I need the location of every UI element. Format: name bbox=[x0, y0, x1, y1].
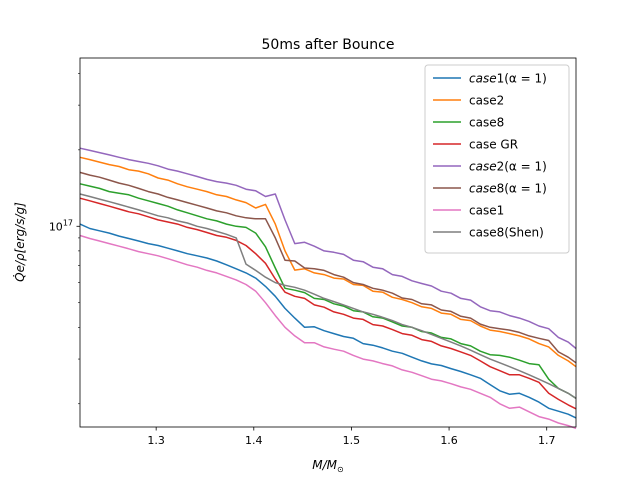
x-axis-label-sub: ⊙ bbox=[337, 465, 344, 474]
y-axis-label: Q̇e/ρ[erg/s/g] bbox=[13, 202, 27, 282]
x-tick-label: 1.6 bbox=[440, 434, 458, 447]
x-axis-label-main: M/M bbox=[312, 458, 337, 472]
series-line-8 bbox=[79, 193, 577, 400]
chart-title: 50ms after Bounce bbox=[262, 37, 395, 53]
series-line-7 bbox=[79, 234, 577, 430]
x-tick-label: 1.3 bbox=[147, 434, 165, 447]
series-line-5 bbox=[79, 147, 577, 350]
legend-box bbox=[424, 64, 570, 254]
legend-label-2: case2 bbox=[469, 94, 504, 108]
x-tick-label: 1.5 bbox=[343, 434, 361, 447]
series-line-1 bbox=[79, 223, 577, 419]
series-line-4 bbox=[79, 197, 577, 410]
series-line-6 bbox=[79, 171, 577, 364]
legend-label-5: case2(α = 1) bbox=[469, 160, 547, 174]
legend-label-1: case1(α = 1) bbox=[469, 72, 547, 86]
x-tick-label: 1.7 bbox=[538, 434, 556, 447]
x-axis: 1.3 1.4 1.5 1.6 1.7 bbox=[147, 427, 555, 447]
series-lines bbox=[79, 147, 577, 430]
legend-label-3: case8 bbox=[469, 116, 504, 130]
x-tick-label: 1.4 bbox=[245, 434, 263, 447]
series-line-2 bbox=[79, 156, 577, 368]
series-line-3 bbox=[79, 183, 577, 400]
legend-label-6: case8(α = 1) bbox=[469, 182, 547, 196]
x-axis-label: M/M⊙ bbox=[312, 458, 343, 474]
legend: case1(α = 1) case2 case8 case GR case2(α = 1… bbox=[424, 64, 570, 254]
y-tick-label: 1017 bbox=[49, 218, 73, 233]
legend-label-8: case8(Shen) bbox=[469, 226, 544, 240]
y-axis: 1017 bbox=[49, 73, 80, 405]
legend-label-7: case1 bbox=[469, 204, 504, 218]
plot-frame bbox=[79, 57, 577, 428]
legend-label-4: case GR bbox=[469, 138, 518, 152]
